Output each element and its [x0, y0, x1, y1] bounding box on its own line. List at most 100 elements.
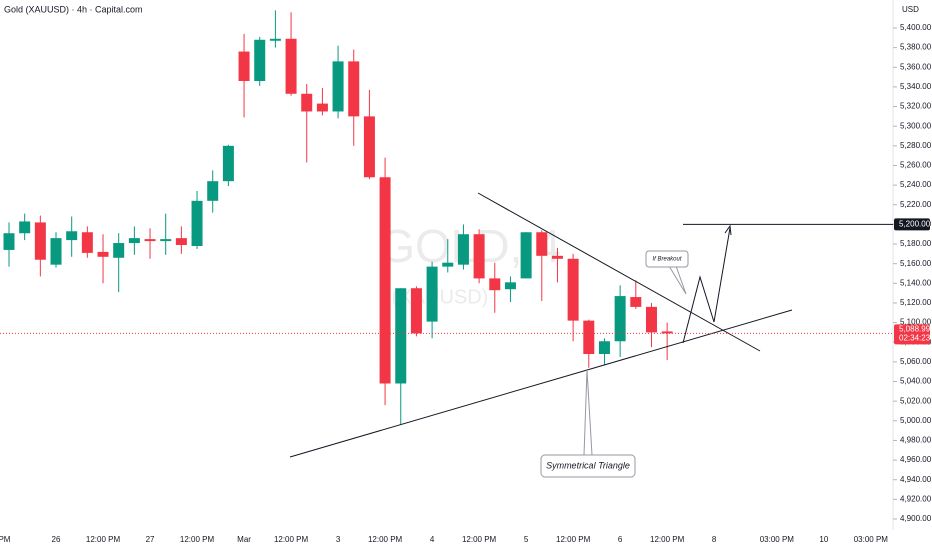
candle-body — [207, 181, 219, 201]
currency: USD — [902, 5, 919, 14]
y-tick-label: 5,360.00 — [900, 62, 932, 71]
candle-body — [19, 221, 31, 234]
x-tick-label: 12:00 PM — [180, 535, 215, 544]
candle-body — [536, 232, 548, 256]
candle-body — [473, 234, 485, 279]
candle-body — [97, 251, 109, 257]
candle-body — [583, 320, 595, 355]
annotation-box — [540, 454, 636, 478]
candle-body — [66, 231, 78, 241]
y-tick-label: 4,980.00 — [900, 436, 932, 445]
x-tick-label: 12:00 PM — [368, 535, 403, 544]
candle-body — [645, 306, 657, 333]
candle-body — [191, 200, 203, 246]
x-tick-label: 12:00 PM — [274, 535, 309, 544]
y-tick-label: 5,280.00 — [900, 141, 932, 150]
y-tick-label: 5,320.00 — [900, 102, 932, 111]
x-tick-label: 12:00 PM — [462, 535, 497, 544]
y-tick-label: 5,340.00 — [900, 82, 932, 91]
target-level-box — [894, 218, 930, 231]
candle-body — [442, 262, 454, 267]
x-tick-label: 27 — [146, 535, 155, 544]
candle-body — [410, 288, 422, 334]
y-tick-label: 5,140.00 — [900, 278, 932, 287]
candle-body — [395, 288, 407, 384]
y-tick-label: 5,220.00 — [900, 200, 932, 209]
arrow-head — [724, 224, 732, 236]
x-tick-label: 4 — [430, 535, 435, 544]
y-tick-label: 5,380.00 — [900, 43, 932, 52]
countdown-label: 02:34:23 — [899, 334, 931, 343]
candle-body — [34, 222, 46, 260]
y-tick-label: 5,000.00 — [900, 416, 932, 425]
y-tick-label: 5,180.00 — [900, 239, 932, 248]
y-tick-label: 5,240.00 — [900, 180, 932, 189]
candle-body — [238, 51, 250, 82]
annotation: Symmetrical Triangle — [546, 460, 630, 470]
x-tick-label: 10 — [819, 535, 828, 544]
y-tick-label: 4,960.00 — [900, 455, 932, 464]
x-tick-label: 03:00 PM — [760, 535, 795, 544]
x-tick-label: Mar — [237, 535, 251, 544]
y-tick-label: 5,120.00 — [900, 298, 932, 307]
candle-body — [285, 38, 297, 94]
candle-body — [520, 232, 532, 279]
candle-body — [614, 296, 626, 342]
candle-body — [316, 103, 328, 112]
candle-body — [567, 258, 579, 321]
chart-title: Gold (XAUUSD) · 4h · Capital.com — [4, 4, 143, 14]
candle-body — [81, 232, 93, 253]
y-tick-label: 5,020.00 — [900, 396, 932, 405]
candle-body — [457, 234, 469, 265]
x-tick-label: 5 — [524, 535, 529, 544]
candle-body — [379, 177, 391, 384]
candle-body — [661, 331, 673, 334]
y-tick-label: 4,900.00 — [900, 514, 932, 523]
x-tick-label: 26 — [52, 535, 61, 544]
candle-body — [301, 93, 313, 112]
callout-pointer — [668, 265, 687, 295]
candle-body — [504, 282, 516, 290]
last-price-label: 5,088.99 — [899, 325, 931, 334]
candle-body — [551, 255, 563, 259]
candle-body — [363, 116, 375, 178]
candle-body — [3, 233, 15, 250]
x-tick-label: 3 — [336, 535, 341, 544]
candle-body — [269, 38, 281, 41]
x-tick-label: 12:00 PM — [556, 535, 591, 544]
annotation-box — [645, 250, 689, 268]
y-tick-label: 5,300.00 — [900, 121, 932, 130]
breakout-path — [682, 227, 731, 344]
x-tick-label: 8 — [712, 535, 717, 544]
candle-body — [489, 278, 501, 291]
x-tick-label: 12:00 PM — [0, 535, 11, 544]
y-tick-label: 5,040.00 — [900, 377, 932, 386]
candle-body — [332, 61, 344, 112]
lower-trendline — [289, 309, 793, 458]
y-tick-label: 4,940.00 — [900, 475, 932, 484]
candle-body — [160, 239, 172, 242]
drawings — [289, 192, 793, 478]
candle-body — [144, 239, 156, 242]
candle-body — [222, 145, 234, 182]
x-tick-label: 12:00 PM — [86, 535, 121, 544]
callout-pointer — [583, 369, 593, 456]
candle-body — [113, 243, 125, 258]
candle-body — [50, 238, 62, 265]
candle-body — [630, 297, 642, 307]
candle-body — [426, 266, 438, 322]
candle-body — [175, 238, 187, 246]
candle-body — [128, 238, 140, 244]
upper-trendline — [477, 192, 761, 352]
y-tick-label: 4,920.00 — [900, 494, 932, 503]
y-tick-label: 5,100.00 — [900, 318, 932, 327]
x-tick-label: 12:00 PM — [650, 535, 685, 544]
y-tick-label: 5,260.00 — [900, 161, 932, 170]
plot — [3, 10, 673, 425]
x-tick-label: 03:00 PM — [854, 535, 889, 544]
last-price-box — [894, 324, 930, 345]
candle-body — [254, 39, 266, 82]
target-level-label: 5,200.00 — [899, 220, 931, 229]
